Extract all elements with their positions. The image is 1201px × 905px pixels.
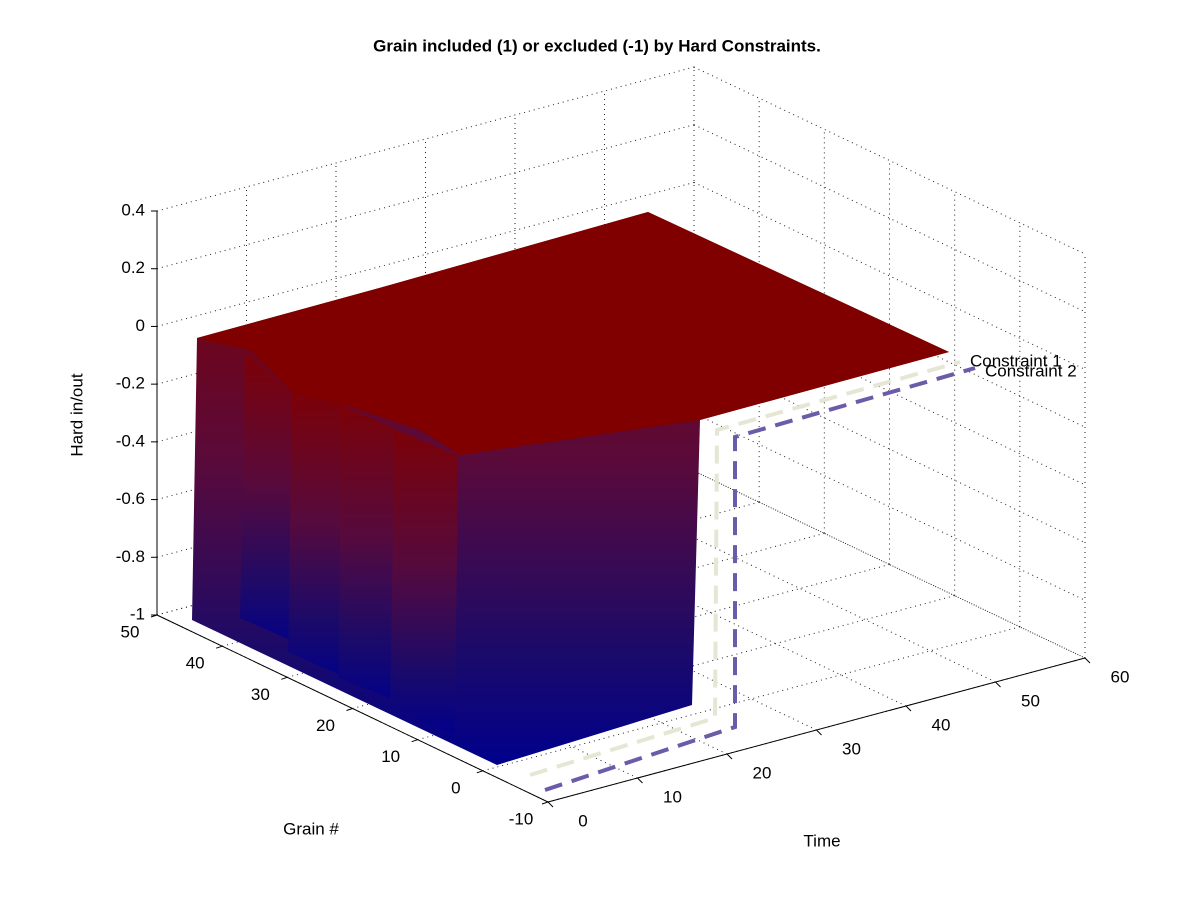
tick-mark: [637, 777, 643, 784]
tick-mark: [281, 676, 288, 680]
legend-label: Constraint 2: [985, 361, 1077, 380]
z-tick-label: -0.2: [116, 374, 145, 393]
tick-mark: [816, 729, 822, 736]
y-tick-label: 40: [186, 654, 205, 673]
constraint-line: [544, 366, 976, 792]
y-tick-label: -10: [509, 809, 534, 828]
tick-mark: [726, 753, 733, 760]
z-tick-label: -0.6: [116, 489, 145, 508]
surface-step: [338, 405, 398, 700]
y-tick-label: 50: [121, 622, 140, 641]
grid-line: [156, 66, 695, 212]
tick-mark: [216, 645, 223, 649]
x-tick-label: 40: [932, 715, 951, 734]
surface-step: [240, 352, 295, 640]
tick-mark: [1084, 657, 1091, 664]
grid-line: [693, 66, 1086, 255]
tick-mark: [547, 801, 554, 808]
z-tick-label: -1: [130, 604, 145, 623]
surface-step: [390, 430, 458, 735]
x-tick-label: 60: [1111, 667, 1130, 686]
y-axis-title: Grain #: [283, 819, 339, 838]
legend-label: Constraint 1: [970, 351, 1062, 370]
y-tick-label: 30: [251, 685, 270, 704]
x-tick-label: 0: [578, 811, 587, 830]
axis-line: [547, 657, 1086, 803]
tick-mark: [995, 681, 1001, 688]
surface: [192, 212, 949, 765]
constraint-line: [529, 360, 961, 777]
chart-title: Grain included (1) or excluded (-1) by H…: [373, 36, 821, 55]
tick-mark: [411, 739, 418, 743]
tick-mark: [346, 708, 353, 711]
x-tick-label: 20: [753, 763, 772, 782]
z-tick-label: -0.4: [116, 431, 145, 450]
x-tick-label: 30: [842, 739, 861, 758]
surface-top: [197, 212, 949, 455]
z-tick-label: 0: [136, 316, 145, 335]
axis-line: [156, 614, 549, 803]
tick-mark: [476, 770, 483, 774]
surface-step: [288, 395, 345, 675]
tick-mark: [541, 801, 549, 805]
z-tick-label: -0.8: [116, 547, 145, 566]
x-tick-label: 50: [1021, 691, 1040, 710]
y-tick-label: 10: [381, 747, 400, 766]
z-axis-title: Hard in/out: [67, 373, 86, 456]
grid-line: [693, 412, 1086, 601]
x-axis-title: Time: [803, 831, 840, 850]
y-tick-label: 20: [316, 716, 335, 735]
tick-mark: [150, 614, 158, 618]
z-tick-label: 0.4: [121, 200, 145, 219]
x-tick-label: 10: [663, 787, 682, 806]
z-tick-label: 0.2: [121, 258, 145, 277]
tick-mark: [905, 705, 912, 712]
y-tick-label: 0: [451, 778, 460, 797]
